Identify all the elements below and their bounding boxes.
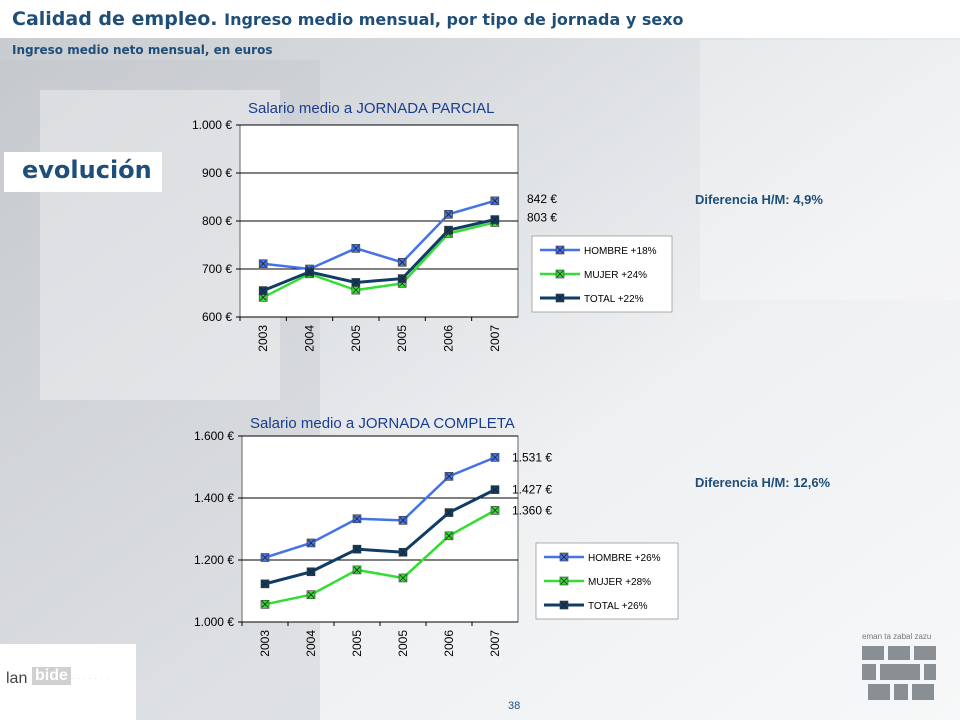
page-subtitle: Ingreso medio neto mensual, en euros xyxy=(12,43,273,57)
logo-bide-text: bide xyxy=(32,667,71,685)
x-tick-label: 2007 xyxy=(488,325,502,352)
data-point-s2-cross xyxy=(491,507,499,514)
legend-label: TOTAL +26% xyxy=(588,601,648,612)
data-point-s1-cross xyxy=(445,473,453,480)
legend-label: TOTAL +22% xyxy=(584,294,644,305)
y-tick-label: 1.000 € xyxy=(194,615,234,629)
section-label: evolución xyxy=(22,156,152,184)
x-tick-label: 2004 xyxy=(303,325,317,352)
x-tick-label: 2005 xyxy=(350,630,364,657)
chart-title: Salario medio a JORNADA PARCIAL xyxy=(248,100,494,117)
page-title: Calidad de empleo. Ingreso medio mensual… xyxy=(12,8,684,30)
title-main: Calidad de empleo. xyxy=(12,8,218,30)
y-tick-label: 1.600 € xyxy=(194,429,234,443)
logo-tagline: · · · · · · · xyxy=(72,676,109,682)
data-point-s3-cross xyxy=(445,226,452,234)
y-tick-label: 800 € xyxy=(202,214,232,228)
series-line-2 xyxy=(262,221,496,299)
y-tick-label: 600 € xyxy=(202,310,232,324)
title-sub: Ingreso medio mensual, por tipo de jorna… xyxy=(224,10,684,29)
x-tick-label: 2006 xyxy=(442,630,456,657)
x-tick-label: 2005 xyxy=(349,325,363,352)
section-label-box: evolución xyxy=(4,152,162,192)
x-tick-label: 2003 xyxy=(256,325,270,352)
end-value-label: 1.427 € xyxy=(512,483,552,497)
series-line-1 xyxy=(263,199,496,271)
legend-marker-cross xyxy=(556,246,564,254)
data-point-s3-cross xyxy=(491,216,499,223)
data-point-s1-cross xyxy=(352,245,360,252)
data-point-s1-cross xyxy=(399,517,407,524)
university-emblem-icon xyxy=(862,646,936,700)
data-point-s2-cross xyxy=(445,532,453,540)
y-tick-label: 1.400 € xyxy=(194,491,234,505)
data-point-s2-cross xyxy=(261,601,269,608)
data-point-s1-cross xyxy=(445,210,452,218)
data-point-s1-cross xyxy=(491,197,499,205)
end-value-label: 842 € xyxy=(527,192,557,206)
data-point-s1-cross xyxy=(398,258,406,266)
series-line-2 xyxy=(264,509,496,606)
x-tick-label: 2004 xyxy=(304,630,318,657)
data-point-s1-cross xyxy=(259,260,267,268)
data-point-s2-cross xyxy=(353,566,361,574)
x-tick-label: 2005 xyxy=(395,325,409,352)
data-point-s3-cross xyxy=(261,580,269,588)
data-point-s3-cross xyxy=(491,486,499,493)
data-point-s3-cross xyxy=(353,545,361,553)
series-line-3 xyxy=(262,218,496,292)
x-tick-label: 2007 xyxy=(488,630,502,657)
end-value-label: 1.531 € xyxy=(512,450,552,464)
data-point-s2-cross xyxy=(307,591,315,599)
y-tick-label: 900 € xyxy=(202,166,232,180)
data-point-s1-cross xyxy=(491,454,499,461)
legend-marker-cross xyxy=(560,577,568,585)
series-line-1 xyxy=(264,456,496,559)
y-tick-label: 1.000 € xyxy=(192,118,232,132)
data-point-s3-cross xyxy=(306,268,313,276)
x-tick-label: 2005 xyxy=(396,630,410,657)
legend-label: MUJER +28% xyxy=(588,577,651,588)
data-point-s2-cross xyxy=(259,294,267,301)
series-line-3 xyxy=(264,488,496,586)
logo-lan-text: lan xyxy=(6,670,28,687)
data-point-s1-cross xyxy=(261,554,269,561)
end-value-label: 803 € xyxy=(527,211,557,225)
data-point-s2-cross xyxy=(352,286,360,294)
data-point-s3-cross xyxy=(398,275,406,282)
data-point-s3-cross xyxy=(307,568,315,576)
header-band xyxy=(0,0,960,38)
data-point-s3-cross xyxy=(259,287,267,294)
data-point-s1-cross xyxy=(353,515,361,523)
legend-marker-cross xyxy=(560,601,568,609)
end-value-label: 1.360 € xyxy=(512,503,552,517)
data-point-s3-cross xyxy=(445,509,453,516)
x-tick-label: 2006 xyxy=(442,325,456,352)
legend-marker-cross xyxy=(556,294,564,302)
legend-marker-cross xyxy=(560,553,568,561)
data-point-s2-cross xyxy=(399,574,407,582)
difference-parcial: Diferencia H/M: 4,9% xyxy=(695,192,823,207)
emblem-motto: eman ta zabal zazu xyxy=(862,632,932,641)
y-tick-label: 1.200 € xyxy=(194,553,234,567)
y-tick-label: 700 € xyxy=(202,262,232,276)
page-number: 38 xyxy=(508,700,521,712)
legend-label: HOMBRE +18% xyxy=(584,246,657,257)
chart-title: Salario medio a JORNADA COMPLETA xyxy=(250,415,515,432)
difference-completa: Diferencia H/M: 12,6% xyxy=(695,475,831,490)
legend-label: MUJER +24% xyxy=(584,270,647,281)
data-point-s3-cross xyxy=(352,279,360,286)
data-point-s1-cross xyxy=(307,539,315,547)
legend-label: HOMBRE +26% xyxy=(588,553,661,564)
x-tick-label: 2003 xyxy=(258,630,272,657)
data-point-s3-cross xyxy=(399,548,407,556)
legend-marker-cross xyxy=(556,270,564,278)
